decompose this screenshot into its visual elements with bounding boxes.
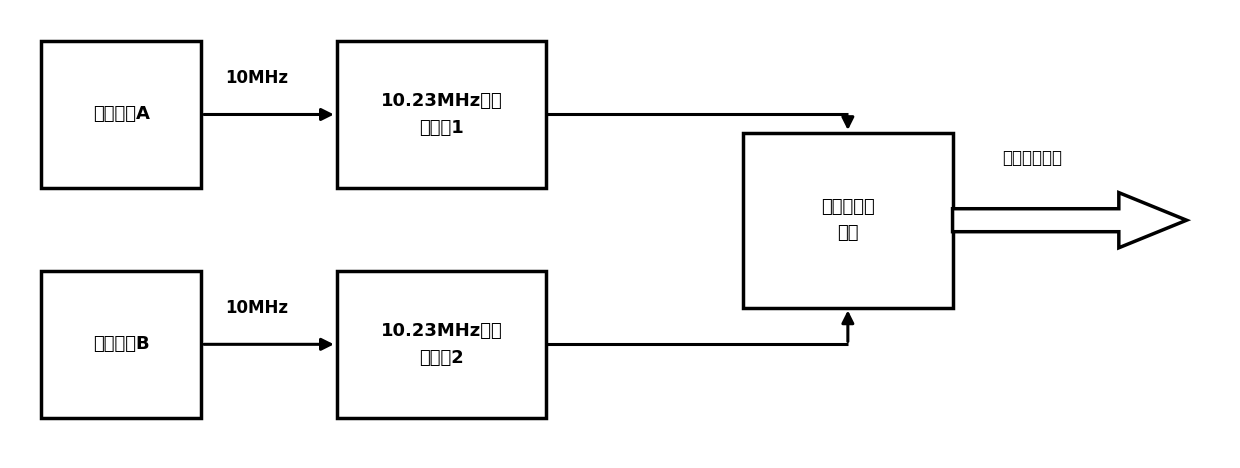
Bar [41,271,201,418]
Bar [743,133,952,307]
Text: 铷原子钟A: 铷原子钟A [93,105,150,124]
Polygon shape [952,193,1187,248]
Text: 铷原子钟B: 铷原子钟B [93,335,150,353]
Text: 高精度相位
比对: 高精度相位 比对 [821,198,874,242]
Bar [337,271,546,418]
Text: 10.23MHz频率
合成器2: 10.23MHz频率 合成器2 [381,322,502,366]
Text: 10MHz: 10MHz [226,299,288,317]
Bar [41,41,201,188]
Bar [337,41,546,188]
Text: 主备钟相位差: 主备钟相位差 [1003,149,1063,168]
Text: 10.23MHz频率
合成器1: 10.23MHz频率 合成器1 [381,92,502,137]
Text: 10MHz: 10MHz [226,69,288,87]
